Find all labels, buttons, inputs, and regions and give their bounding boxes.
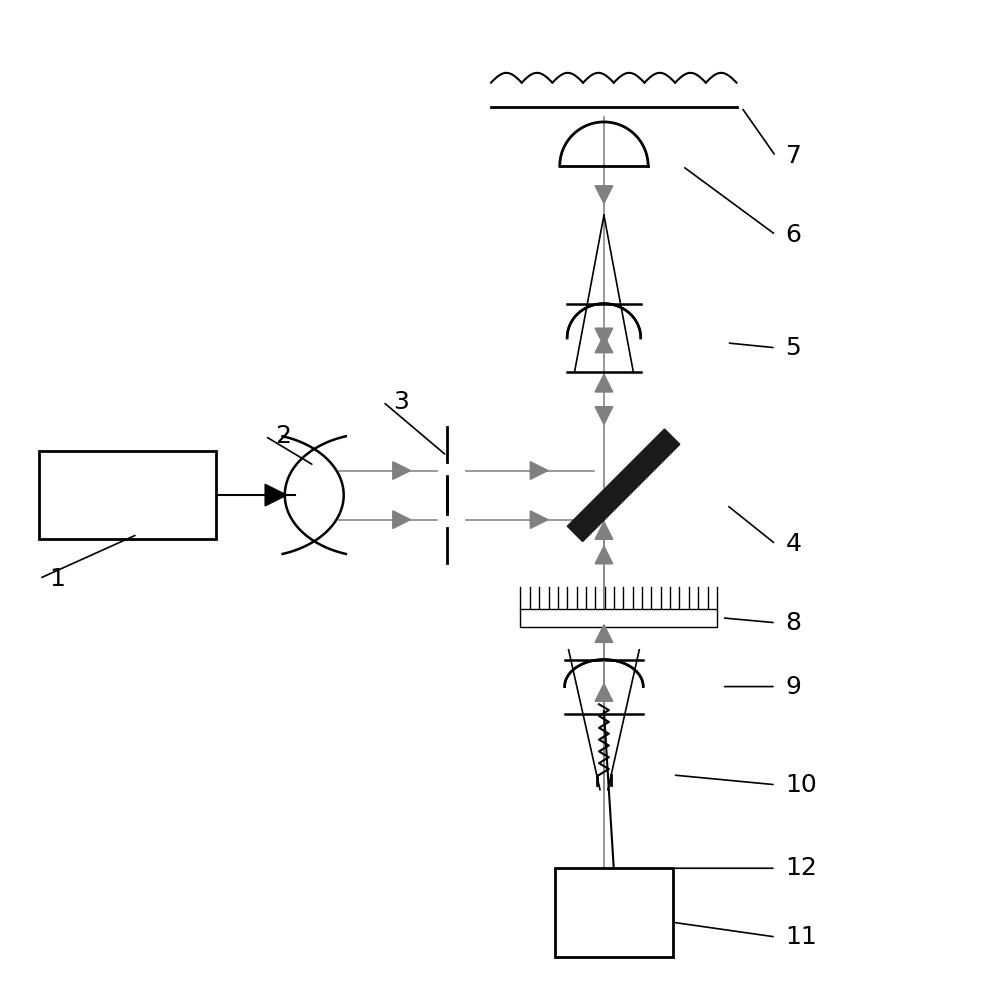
Text: 11: 11 (786, 925, 817, 949)
Text: 4: 4 (786, 532, 801, 556)
Polygon shape (595, 374, 613, 392)
Polygon shape (393, 511, 410, 528)
Polygon shape (595, 522, 613, 539)
Text: 6: 6 (786, 223, 801, 247)
Text: 12: 12 (786, 856, 817, 880)
Polygon shape (595, 407, 613, 424)
Text: 8: 8 (786, 611, 801, 635)
Text: 1: 1 (49, 567, 65, 591)
Bar (520, 609, 717, 627)
Polygon shape (595, 186, 613, 203)
Polygon shape (530, 511, 548, 528)
Text: 3: 3 (393, 390, 409, 414)
Polygon shape (530, 462, 548, 479)
Polygon shape (595, 684, 613, 701)
Bar (39, 451, 216, 539)
Polygon shape (595, 328, 613, 346)
Text: 2: 2 (275, 424, 291, 448)
Polygon shape (568, 429, 680, 542)
Polygon shape (595, 335, 613, 353)
Text: 10: 10 (786, 773, 817, 797)
Bar (555, 868, 673, 957)
Polygon shape (265, 484, 287, 506)
Text: 9: 9 (786, 675, 801, 699)
Text: 5: 5 (786, 336, 801, 360)
Polygon shape (595, 625, 613, 642)
Polygon shape (595, 546, 613, 564)
Text: 7: 7 (786, 144, 801, 168)
Polygon shape (393, 462, 410, 479)
